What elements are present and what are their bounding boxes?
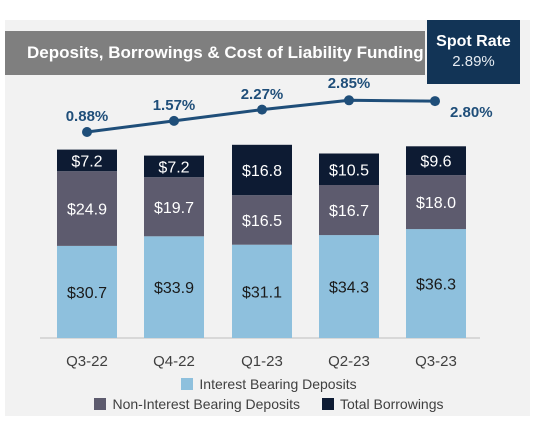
line-label-q2-23: 2.85% <box>328 75 371 92</box>
line-label-q3-22: 0.88% <box>66 108 109 125</box>
legend-label-borrowings: Total Borrowings <box>340 396 444 412</box>
bar-borrowings-q3-22 <box>57 149 117 172</box>
line-point-q3-22 <box>82 127 92 137</box>
data-label-non-interest-bearing-q4-22: $19.7 <box>154 200 194 217</box>
line-label-q4-22: 1.57% <box>153 97 196 114</box>
bar-non-interest-bearing-q1-23 <box>232 195 292 245</box>
legend-item-borrowings: Total Borrowings <box>322 396 444 412</box>
legend-swatch-non-interest-bearing <box>94 398 107 410</box>
bar-interest-bearing-q2-23 <box>319 235 379 338</box>
legend-label-non-interest-bearing: Non-Interest Bearing Deposits <box>112 396 301 412</box>
bar-interest-bearing-q3-23 <box>406 229 466 338</box>
legend-swatch-borrowings <box>322 398 335 410</box>
legend-swatch-interest-bearing <box>181 378 194 390</box>
x-tick-label-q1-23: Q1-23 <box>241 353 283 370</box>
legend-row-1: Interest Bearing Deposits <box>0 376 538 392</box>
line-label-q3-23: 2.80% <box>450 104 493 121</box>
legend-item-interest-bearing: Interest Bearing Deposits <box>181 376 357 392</box>
bar-interest-bearing-q1-23 <box>232 244 292 338</box>
data-label-interest-bearing-q1-23: $31.1 <box>242 284 282 301</box>
data-label-interest-bearing-q4-22: $33.9 <box>154 280 194 297</box>
bar-borrowings-q3-23 <box>406 146 466 176</box>
bar-non-interest-bearing-q3-23 <box>406 175 466 230</box>
line-point-q4-22 <box>169 115 179 126</box>
data-label-interest-bearing-q3-23: $36.3 <box>416 277 456 294</box>
bar-borrowings-q2-23 <box>319 153 379 185</box>
data-label-borrowings-q3-23: $9.6 <box>420 154 451 171</box>
bar-non-interest-bearing-q3-22 <box>57 171 117 246</box>
data-label-borrowings-q2-23: $10.5 <box>329 162 369 179</box>
legend-item-non-interest-bearing: Non-Interest Bearing Deposits <box>94 396 300 412</box>
data-label-interest-bearing-q2-23: $34.3 <box>329 280 369 297</box>
line-point-q2-23 <box>344 95 354 106</box>
bar-borrowings-q1-23 <box>232 144 292 196</box>
data-label-non-interest-bearing-q1-23: $16.5 <box>242 213 282 230</box>
legend-label-interest-bearing: Interest Bearing Deposits <box>199 376 357 392</box>
line-point-q3-23 <box>430 96 440 107</box>
x-tick-label-q3-22: Q3-22 <box>66 353 108 370</box>
bar-interest-bearing-q3-22 <box>57 245 117 338</box>
x-tick-label-q3-23: Q3-23 <box>415 353 457 370</box>
data-label-non-interest-bearing-q2-23: $16.7 <box>329 203 369 220</box>
bar-non-interest-bearing-q4-22 <box>144 177 204 237</box>
line-label-q1-23: 2.27% <box>241 86 284 103</box>
line-point-q1-23 <box>257 104 267 115</box>
legend-row-2: Non-Interest Bearing Deposits Total Borr… <box>0 396 538 412</box>
spot-rate-box: Spot Rate 2.89% <box>427 20 520 84</box>
data-label-borrowings-q3-22: $7.2 <box>71 153 102 170</box>
data-label-borrowings-q1-23: $16.8 <box>242 163 282 180</box>
x-tick-label-q2-23: Q2-23 <box>328 353 370 370</box>
data-label-interest-bearing-q3-22: $30.7 <box>67 285 107 302</box>
chart-title: Deposits, Borrowings & Cost of Liability… <box>5 31 425 75</box>
spot-rate-value: 2.89% <box>452 53 495 70</box>
x-tick-label-q4-22: Q4-22 <box>153 353 195 370</box>
data-label-non-interest-bearing-q3-23: $18.0 <box>416 195 456 212</box>
spot-rate-label: Spot Rate <box>436 33 511 50</box>
bar-interest-bearing-q4-22 <box>144 236 204 338</box>
bar-borrowings-q4-22 <box>144 155 204 178</box>
data-label-non-interest-bearing-q3-22: $24.9 <box>67 202 107 219</box>
data-label-borrowings-q4-22: $7.2 <box>158 159 189 176</box>
bar-non-interest-bearing-q2-23 <box>319 185 379 236</box>
